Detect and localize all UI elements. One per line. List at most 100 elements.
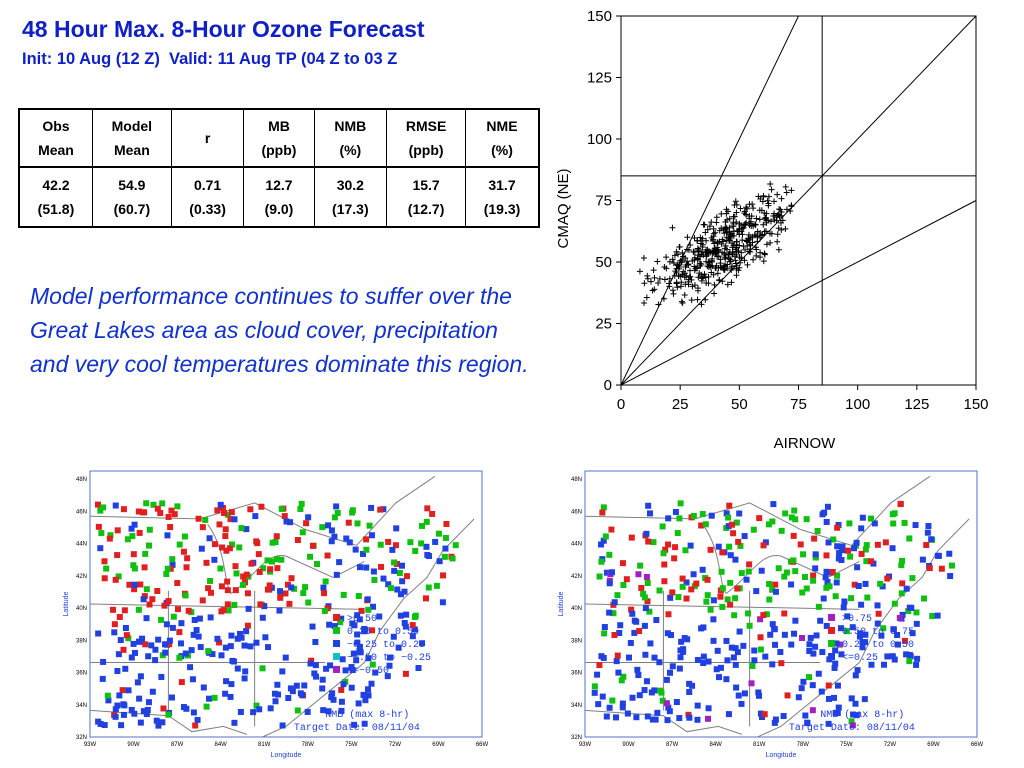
station-marker: [228, 681, 235, 688]
station-marker: [907, 653, 914, 660]
station-marker: [304, 708, 311, 715]
station-marker: [815, 603, 822, 610]
station-marker: [178, 653, 185, 660]
station-marker: [769, 518, 776, 525]
station-marker: [105, 697, 112, 704]
station-marker: [838, 651, 845, 658]
data-point: [684, 261, 691, 268]
statistics-table: Obs Mean Model Mean r MB (ppb) NMB (%) RMSE(…: [18, 108, 540, 228]
station-marker: [735, 538, 742, 545]
data-point: [650, 267, 657, 274]
data-point: [733, 272, 740, 279]
station-marker: [409, 633, 416, 640]
data-point: [736, 254, 743, 261]
station-marker: [268, 584, 275, 591]
station-marker: [615, 669, 622, 676]
data-point: [728, 265, 735, 272]
station-marker: [753, 588, 760, 595]
station-marker: [783, 569, 790, 576]
data-point: [688, 297, 695, 304]
station-marker: [679, 575, 686, 582]
station-marker: [891, 510, 898, 517]
station-marker: [815, 670, 822, 677]
station-marker: [124, 536, 131, 543]
data-point: [661, 276, 668, 283]
station-marker: [348, 664, 355, 671]
data-point: [674, 262, 681, 269]
station-marker: [281, 513, 288, 520]
station-marker: [766, 596, 773, 603]
legend-swatch: [333, 613, 341, 621]
station-marker: [677, 500, 684, 507]
data-point: [692, 265, 699, 272]
station-marker: [366, 522, 373, 529]
station-marker: [769, 661, 776, 668]
data-point: [697, 253, 704, 260]
data-point: [700, 273, 707, 280]
data-point: [777, 206, 784, 213]
station-marker: [222, 690, 229, 697]
x-axis-label: AIRNOW: [774, 435, 837, 452]
station-marker: [799, 634, 806, 641]
station-marker: [452, 542, 459, 549]
station-marker: [206, 649, 213, 656]
station-marker: [163, 599, 170, 606]
data-point: [753, 252, 760, 259]
data-point: [763, 217, 770, 224]
station-marker: [694, 656, 701, 663]
data-point: [788, 202, 795, 209]
data-point: [689, 283, 696, 290]
data-point: [713, 214, 720, 221]
data-point: [774, 212, 781, 219]
data-point: [761, 251, 768, 258]
station-marker: [760, 542, 767, 549]
station-marker: [354, 631, 361, 638]
data-point: [747, 242, 754, 249]
station-marker: [645, 502, 652, 509]
data-point: [724, 265, 731, 272]
station-marker: [854, 667, 861, 674]
station-marker: [790, 532, 797, 539]
data-point: [730, 242, 737, 249]
station-marker: [264, 586, 271, 593]
station-marker: [826, 656, 833, 663]
station-marker: [218, 608, 225, 615]
station-marker: [177, 640, 184, 647]
station-marker: [120, 711, 127, 718]
data-point: [758, 232, 765, 239]
station-marker: [705, 705, 712, 712]
data-point: [733, 244, 740, 251]
data-point: [729, 251, 736, 258]
data-point: [736, 231, 743, 238]
station-marker: [599, 693, 606, 700]
data-point: [714, 247, 721, 254]
y-tick-label: 75: [595, 193, 612, 210]
data-point: [641, 299, 648, 306]
station-marker: [913, 620, 920, 627]
longitude-tick-label: 69W: [927, 742, 940, 748]
station-marker: [112, 713, 119, 720]
station-marker: [935, 552, 942, 559]
station-marker: [745, 568, 752, 575]
station-marker: [95, 718, 102, 725]
station-marker: [225, 511, 232, 518]
station-marker: [905, 608, 912, 615]
station-marker: [707, 606, 714, 613]
station-marker: [660, 550, 667, 557]
data-point: [733, 238, 740, 245]
station-marker: [433, 582, 440, 589]
station-marker: [702, 521, 709, 528]
data-point: [721, 230, 728, 237]
station-marker: [188, 647, 195, 654]
station-marker: [700, 624, 707, 631]
station-marker: [384, 673, 391, 680]
data-point: [676, 264, 683, 271]
station-marker: [349, 507, 356, 514]
station-marker: [877, 580, 884, 587]
statistics-value-row: 42.2 (51.8) 54.9 (60.7) 0.71 (0.33) 12.7 (9.…: [18, 166, 540, 228]
station-marker: [756, 515, 763, 522]
data-point: [774, 238, 781, 245]
map-title: NME (max 8-hr): [820, 709, 904, 721]
latitude-tick-label: 42N: [571, 574, 582, 580]
station-marker: [432, 538, 439, 545]
